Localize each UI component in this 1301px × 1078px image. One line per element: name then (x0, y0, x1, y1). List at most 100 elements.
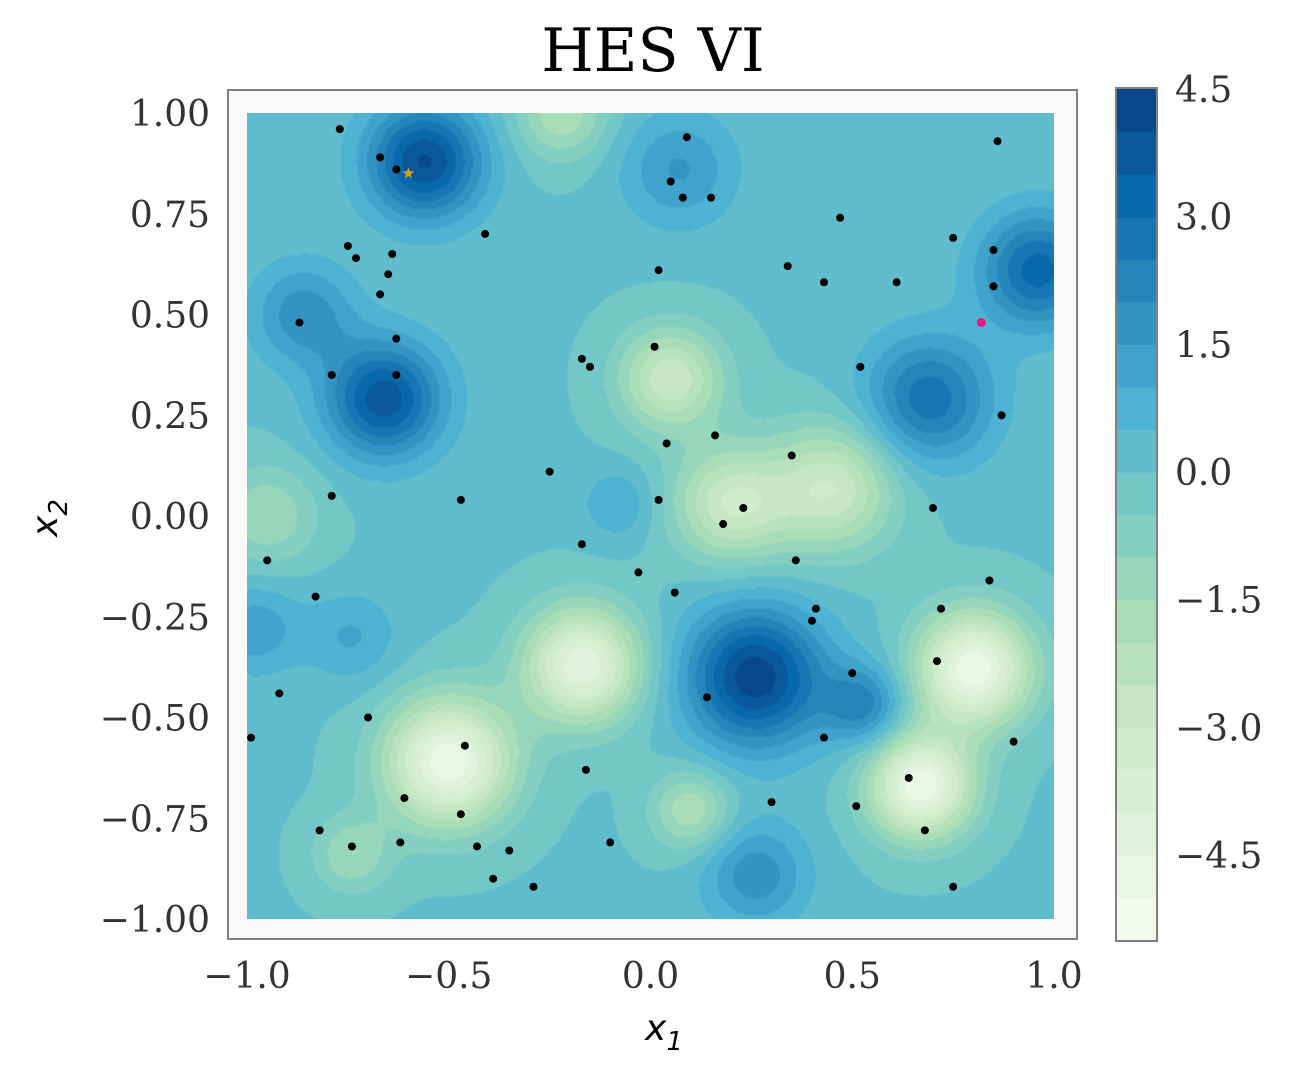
sample-point (400, 794, 409, 803)
colorbar-band (1117, 854, 1156, 899)
sample-point (392, 334, 401, 343)
y-tick-label: −0.75 (100, 799, 210, 840)
x-tick-label: 0.5 (824, 956, 881, 997)
sample-point (989, 246, 998, 255)
colorbar-band (1117, 386, 1156, 430)
colorbar-band (1117, 344, 1156, 388)
sample-point (989, 282, 998, 291)
sample-point (856, 362, 865, 371)
sample-point (315, 826, 324, 835)
colorbar-band (1117, 727, 1156, 771)
sample-point (456, 810, 465, 819)
sample-point (928, 503, 937, 512)
x-axis-ticks: −1.0 −0.5 0.0 0.5 1.0 (203, 956, 1082, 997)
colorbar-tick-label: 0.0 (1175, 453, 1232, 494)
sample-point (396, 838, 405, 847)
colorbar-band (1117, 812, 1156, 856)
sample-point (456, 495, 465, 504)
sample-point (529, 882, 538, 891)
sample-point (787, 451, 796, 460)
colorbar-band (1117, 131, 1156, 175)
contour-image (247, 113, 1054, 919)
sample-point (719, 520, 728, 529)
y-tick-label: −1.00 (100, 900, 210, 941)
colorbar-band (1117, 514, 1156, 558)
colorbar-tick-label: −4.5 (1175, 836, 1262, 877)
sample-point (739, 503, 748, 512)
sample-point (392, 370, 401, 379)
sample-point (707, 193, 716, 202)
colorbar-band (1117, 769, 1156, 813)
colorbar-band (1117, 642, 1156, 686)
sample-point (311, 592, 320, 601)
sample-point (327, 370, 336, 379)
sample-point (985, 576, 994, 585)
x-tick-label: 1.0 (1025, 956, 1082, 997)
sample-point (335, 125, 344, 134)
sample-point (670, 588, 679, 597)
sample-point (275, 689, 284, 698)
colorbar-border (1115, 87, 1158, 942)
sample-point (247, 733, 256, 742)
sample-point (820, 278, 829, 287)
sample-point (932, 657, 941, 666)
y-tick-label: 0.25 (130, 396, 210, 437)
colorbar-band (1117, 897, 1156, 941)
sample-point (937, 604, 946, 613)
x-axis-label-subscript: 1 (666, 1027, 683, 1057)
sample-point (481, 229, 490, 238)
sample-point (343, 241, 352, 250)
sample-point (892, 278, 901, 287)
sample-point (384, 270, 393, 279)
sample-point (848, 669, 857, 678)
y-tick-label: 0.50 (130, 296, 210, 337)
sample-point (505, 846, 514, 855)
sample-point (327, 491, 336, 500)
y-axis-ticks: 1.00 0.75 0.50 0.25 0.00 −0.25 −0.50 −0.75 −1.00 (100, 94, 210, 941)
query-point (976, 318, 986, 328)
best-point-star (402, 167, 415, 179)
sample-point (489, 874, 498, 883)
sample-point (392, 165, 401, 174)
colorbar-bands (1115, 87, 1158, 942)
colorbar-band (1117, 471, 1156, 516)
colorbar-band (1117, 89, 1156, 133)
sample-point (662, 439, 671, 448)
colorbar-tick-label: 1.5 (1175, 325, 1232, 366)
sample-point (634, 568, 643, 577)
x-axis-label-main: x (644, 1008, 667, 1049)
sample-point (577, 540, 586, 549)
sample-point (678, 193, 687, 202)
x-axis-label: x1 (644, 1008, 683, 1057)
colorbar-tick-label: 4.5 (1175, 70, 1232, 111)
sample-point (920, 826, 929, 835)
colorbar-band (1117, 429, 1156, 473)
sample-point (654, 495, 663, 504)
sample-point (585, 362, 594, 371)
sample-point (997, 411, 1006, 420)
sample-point (711, 431, 720, 440)
sample-point (606, 838, 615, 847)
sample-point (767, 798, 776, 807)
y-tick-label: 0.00 (130, 497, 210, 538)
colorbar-band (1117, 684, 1156, 728)
colorbar-band (1117, 557, 1156, 601)
y-tick-label: −0.50 (100, 699, 210, 740)
sample-point (949, 882, 958, 891)
sample-point (654, 266, 663, 275)
sample-point (811, 604, 820, 613)
x-tick-label: 0.0 (622, 956, 679, 997)
sample-point (783, 262, 792, 271)
sample-point (472, 842, 481, 851)
y-tick-label: −0.25 (100, 598, 210, 639)
sample-point (347, 842, 356, 851)
sample-point (577, 354, 586, 363)
sample-point (702, 693, 711, 702)
sample-points (247, 125, 1018, 891)
sample-point (682, 133, 691, 142)
x-tick-label: −1.0 (203, 956, 290, 997)
sample-point (376, 290, 385, 299)
highlight-markers (402, 167, 986, 328)
chart-title: HES VI (541, 16, 764, 86)
